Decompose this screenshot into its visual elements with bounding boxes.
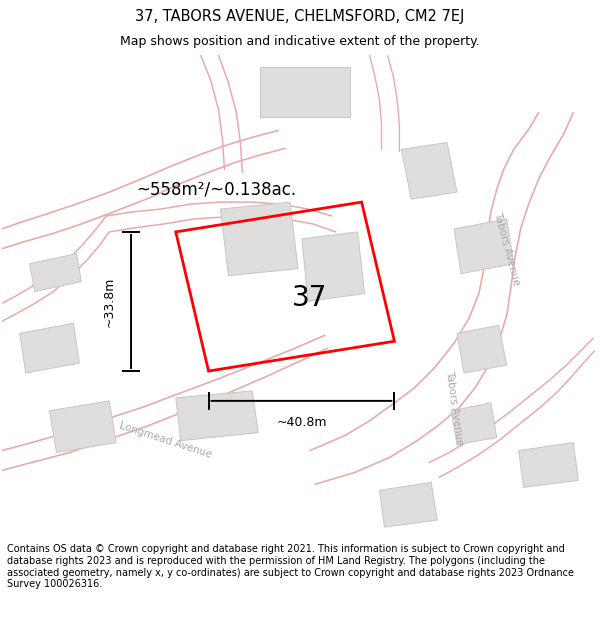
Text: Longmead Avenue: Longmead Avenue: [118, 421, 214, 460]
Polygon shape: [176, 391, 258, 441]
Text: 37, TABORS AVENUE, CHELMSFORD, CM2 7EJ: 37, TABORS AVENUE, CHELMSFORD, CM2 7EJ: [136, 9, 464, 24]
Polygon shape: [518, 442, 578, 488]
Polygon shape: [454, 219, 514, 274]
Text: ~558m²/~0.138ac.: ~558m²/~0.138ac.: [136, 180, 296, 198]
Text: ~33.8m: ~33.8m: [103, 276, 116, 327]
Text: Contains OS data © Crown copyright and database right 2021. This information is : Contains OS data © Crown copyright and d…: [7, 544, 574, 589]
Polygon shape: [451, 403, 497, 444]
Text: Tabors Avenue: Tabors Avenue: [444, 369, 464, 446]
Polygon shape: [29, 254, 82, 291]
Polygon shape: [457, 326, 507, 373]
Polygon shape: [50, 401, 116, 452]
Text: 37: 37: [292, 284, 328, 312]
Polygon shape: [401, 142, 457, 199]
Text: Map shows position and indicative extent of the property.: Map shows position and indicative extent…: [120, 35, 480, 48]
Polygon shape: [260, 67, 350, 117]
Polygon shape: [380, 482, 437, 527]
Polygon shape: [302, 232, 365, 301]
Polygon shape: [220, 202, 298, 276]
Text: ~40.8m: ~40.8m: [276, 416, 327, 429]
Polygon shape: [20, 323, 79, 373]
Text: Tabors Avenue: Tabors Avenue: [492, 211, 521, 287]
